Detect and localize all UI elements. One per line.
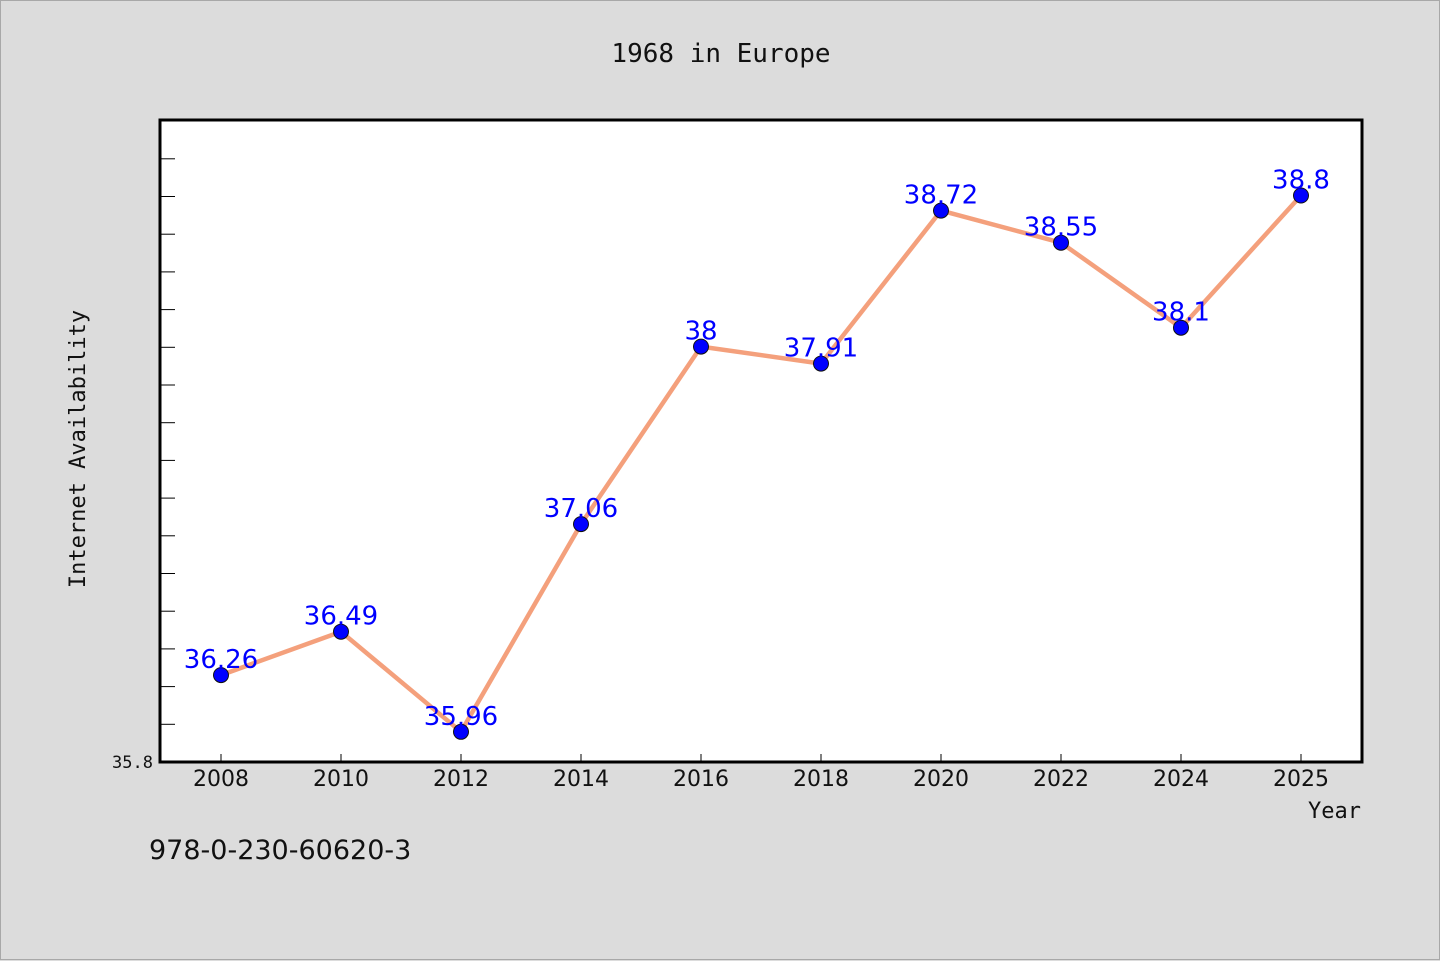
x-axis-title: Year: [1308, 799, 1361, 824]
x-tick-label: 2016: [673, 767, 729, 792]
data-point-marker: [1173, 319, 1189, 336]
data-label: 36.26: [184, 645, 258, 675]
footnote-isbn: 978-0-230-60620-3: [149, 835, 412, 866]
x-tick-label: 2012: [433, 767, 489, 792]
data-label: 36.49: [304, 602, 378, 632]
x-tick-label: 2024: [1153, 767, 1209, 792]
data-label: 38.8: [1272, 166, 1330, 196]
data-label: 37.06: [544, 494, 618, 524]
data-point-marker: [693, 338, 709, 355]
data-label: 38: [684, 317, 717, 347]
x-tick-label: 2022: [1033, 767, 1089, 792]
x-tick-label: 2020: [913, 767, 969, 792]
data-label: 38.55: [1024, 213, 1098, 243]
x-tick-label: 2025: [1273, 767, 1329, 792]
x-axis: 2008 2010 2012 2014 2016 2018 2020 2022 2024 2025: [193, 754, 1329, 792]
series-layer: 36.26 36.49 35.96 37.06 38 37.91 38.72 38.55 38.…: [184, 166, 1330, 740]
data-point-marker: [933, 202, 949, 219]
x-tick-label: 2014: [553, 767, 609, 792]
x-tick-label: 2008: [193, 767, 249, 792]
data-label: 35.96: [424, 702, 498, 732]
plot-area: [158, 118, 1364, 764]
series-line: [218, 193, 1304, 735]
data-point-marker: [213, 667, 229, 684]
x-tick-label: 2010: [313, 767, 369, 792]
data-point-marker: [333, 623, 349, 640]
data-point-marker: [573, 516, 589, 533]
y-axis-title: Internet Availability: [66, 310, 91, 588]
data-point-marker: [453, 723, 469, 740]
data-label: 38.72: [904, 181, 978, 211]
data-point-marker: [813, 355, 829, 372]
y-axis-min-label: 35.8: [112, 753, 153, 773]
y-axis-minor-ticks: [160, 158, 175, 725]
data-label: 37.91: [784, 334, 858, 364]
x-tick-label: 2018: [793, 767, 849, 792]
data-label: 38.1: [1152, 298, 1210, 328]
data-point-marker: [1053, 234, 1069, 251]
data-point-marker: [1293, 187, 1309, 204]
chart-title: 1968 in Europe: [611, 39, 830, 69]
